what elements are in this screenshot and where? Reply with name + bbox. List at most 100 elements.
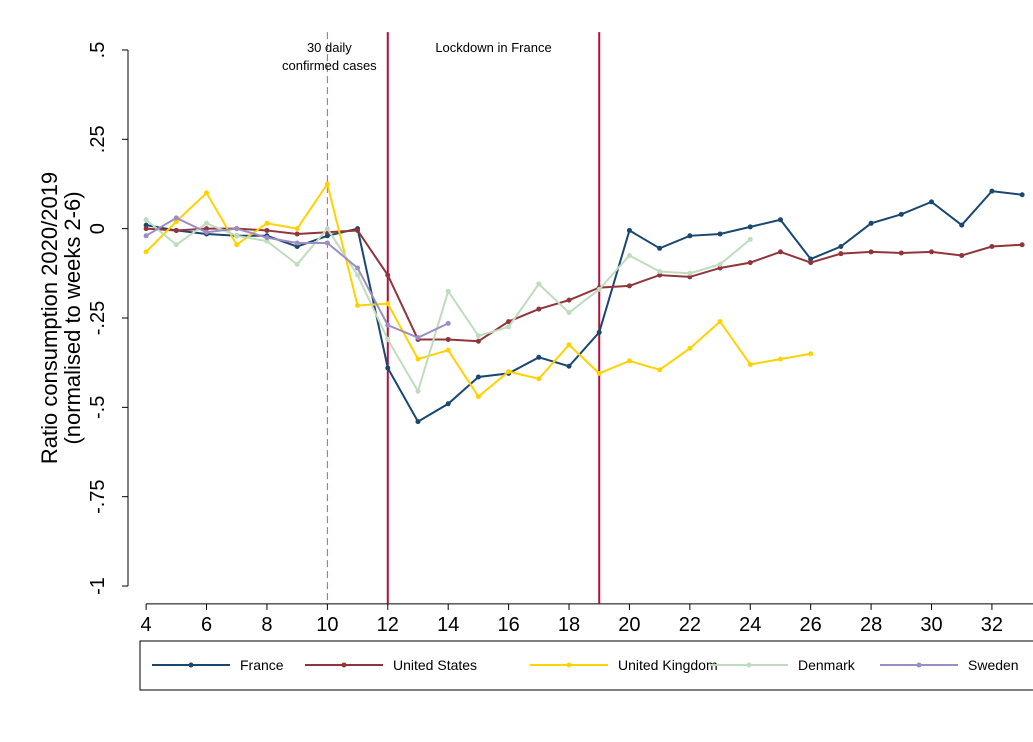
point: [355, 302, 361, 308]
series-line: [146, 227, 1023, 343]
series-line: [145, 190, 1023, 424]
point: [777, 356, 783, 362]
y-tick-label: .5: [87, 42, 109, 59]
point: [445, 336, 451, 342]
point: [506, 324, 512, 330]
legend-marker: [188, 662, 194, 668]
point: [536, 281, 542, 287]
y-axis-title: (normalised to weeks 2-6): [60, 191, 85, 444]
point: [415, 335, 421, 341]
point: [808, 351, 814, 357]
legend-label: France: [240, 657, 284, 673]
annotation: 30 daily: [307, 40, 352, 55]
legend-marker: [341, 662, 347, 668]
series-line: [145, 181, 811, 399]
point: [264, 235, 270, 241]
point: [838, 251, 844, 257]
point: [536, 306, 542, 312]
point: [687, 233, 693, 239]
x-tick-label: 30: [920, 614, 942, 636]
y-tick-label: -.5: [87, 396, 109, 419]
annotation: Lockdown in France: [435, 40, 551, 55]
point: [717, 231, 723, 237]
x-tick-label: 8: [261, 614, 272, 636]
point: [355, 265, 361, 271]
point: [959, 252, 965, 258]
point: [143, 222, 149, 228]
point: [415, 356, 421, 362]
annotation: confirmed cases: [282, 58, 377, 73]
point: [173, 227, 179, 233]
y-tick-label: -.75: [87, 479, 109, 513]
point: [173, 219, 179, 225]
point: [234, 233, 240, 239]
point: [204, 220, 210, 226]
point: [657, 245, 663, 251]
point: [385, 301, 391, 307]
point: [385, 365, 391, 371]
point: [566, 297, 572, 303]
point: [324, 226, 330, 232]
point: [1019, 242, 1025, 248]
point: [264, 238, 270, 244]
point: [324, 181, 330, 187]
y-axis-title: Ratio consumption 2020/2019: [37, 172, 62, 464]
point: [989, 244, 995, 250]
point: [596, 370, 602, 376]
point: [717, 319, 723, 325]
point: [777, 249, 783, 255]
point: [898, 211, 904, 217]
point: [143, 233, 149, 239]
x-tick-label: 14: [437, 614, 459, 636]
point: [415, 388, 421, 394]
point: [415, 419, 421, 425]
point: [687, 270, 693, 276]
y-tick-label: -.25: [87, 301, 109, 335]
point: [445, 320, 451, 326]
y-tick-label: 0: [87, 223, 109, 234]
x-tick-label: 12: [377, 614, 399, 636]
point: [868, 220, 874, 226]
point: [385, 272, 391, 278]
legend-marker: [746, 662, 752, 668]
x-tick-label: 18: [558, 614, 580, 636]
point: [929, 249, 935, 255]
point: [838, 244, 844, 250]
x-tick-label: 6: [201, 614, 212, 636]
point: [204, 226, 210, 232]
point: [717, 261, 723, 267]
y-tick-label: .25: [87, 125, 109, 153]
point: [596, 329, 602, 335]
point: [445, 288, 451, 294]
point: [264, 220, 270, 226]
point: [536, 354, 542, 360]
point: [324, 233, 330, 239]
legend-marker: [916, 662, 922, 668]
point: [989, 188, 995, 194]
point: [536, 376, 542, 382]
x-tick-label: 10: [316, 614, 338, 636]
legend-label: Sweden: [968, 657, 1019, 673]
legend-marker: [566, 662, 572, 668]
point: [143, 226, 149, 232]
point: [566, 363, 572, 369]
point: [385, 336, 391, 342]
x-tick-label: 28: [860, 614, 882, 636]
point: [929, 199, 935, 205]
point: [747, 260, 753, 266]
point: [234, 226, 240, 232]
point: [868, 249, 874, 255]
point: [959, 222, 965, 228]
legend-label: United States: [393, 657, 477, 673]
point: [234, 242, 240, 248]
point: [445, 347, 451, 353]
point: [808, 256, 814, 262]
point: [687, 345, 693, 351]
point: [475, 374, 481, 380]
x-tick-label: 20: [618, 614, 640, 636]
point: [657, 367, 663, 373]
x-tick-label: 24: [739, 614, 761, 636]
point: [626, 358, 632, 364]
point: [264, 227, 270, 233]
